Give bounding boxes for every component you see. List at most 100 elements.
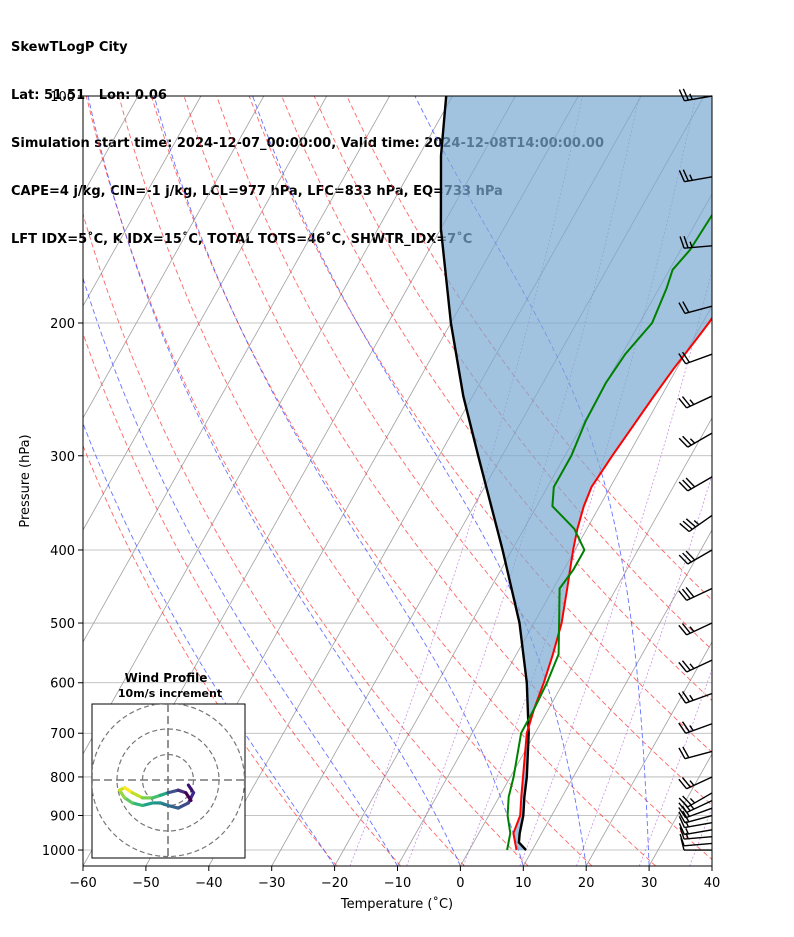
x-tick-label: −40 <box>195 876 222 891</box>
barb-staff <box>686 776 713 790</box>
wind-barb <box>679 833 713 847</box>
barb-full-feather <box>682 795 692 806</box>
barb-half-feather <box>685 827 690 835</box>
barb-staff <box>686 395 713 409</box>
isotherm-line <box>83 96 202 307</box>
isotherm-line <box>0 96 12 866</box>
barb-full-feather <box>678 661 688 673</box>
barb-full-feather <box>682 435 692 446</box>
barb-staff <box>686 622 713 636</box>
wind-barb <box>678 776 713 790</box>
wind-barb <box>678 88 713 102</box>
mixing-ratio-line <box>576 473 712 866</box>
barb-staff <box>687 432 713 448</box>
x-tick-label: 40 <box>704 876 721 891</box>
inset-title: Wind Profile <box>125 671 208 685</box>
wind-barb <box>678 659 713 673</box>
barb-half-feather <box>689 780 695 786</box>
barb-staff <box>684 245 713 249</box>
barb-full-feather <box>681 623 691 634</box>
x-tick-label: −50 <box>132 876 159 891</box>
isotherm-line <box>83 96 390 643</box>
moist-adiabat <box>83 276 398 866</box>
barb-full-feather <box>678 481 689 492</box>
barb-full-feather <box>678 302 686 314</box>
wind-barb <box>678 476 713 492</box>
barb-staff <box>684 842 713 847</box>
dry-adiabat <box>83 332 402 866</box>
wind-barbs <box>678 88 713 851</box>
wind-barb <box>678 622 713 636</box>
barb-full-feather <box>678 437 689 448</box>
dry-adiabat <box>216 96 712 806</box>
barb-staff <box>685 692 713 704</box>
barb-full-feather <box>681 660 691 671</box>
isotherm-line <box>397 305 712 866</box>
wind-barb <box>678 810 713 824</box>
barb-half-feather <box>689 438 696 444</box>
barb-full-feather <box>678 89 686 102</box>
cape-shading <box>440 96 712 850</box>
barb-staff <box>687 549 713 565</box>
barb-half-feather <box>689 241 693 248</box>
barb-full-feather <box>678 692 687 704</box>
wind-barb <box>678 746 713 760</box>
wind-barb <box>678 823 713 836</box>
hodograph-segment <box>166 788 180 795</box>
wind-barb <box>678 815 713 829</box>
isotherm-line <box>585 641 712 866</box>
barb-full-feather <box>678 747 686 760</box>
barb-half-feather <box>689 93 693 100</box>
barb-staff <box>684 95 713 102</box>
barb-staff <box>684 822 713 829</box>
x-tick-label: 10 <box>515 876 532 891</box>
parcel-profile-line <box>439 96 530 851</box>
barb-full-feather <box>681 396 691 407</box>
barb-full-feather <box>682 746 690 758</box>
barb-half-feather <box>689 663 695 670</box>
barb-full-feather <box>682 88 690 101</box>
barb-full-feather <box>685 550 696 561</box>
dewpoint-line <box>506 213 712 851</box>
mixing-ratio-line <box>689 806 712 866</box>
barb-full-feather <box>678 823 686 835</box>
isotherm-line <box>460 417 712 866</box>
dry-adiabat <box>83 212 465 866</box>
wind-barb <box>678 351 713 365</box>
barb-full-feather <box>681 800 691 812</box>
plot-area <box>0 96 712 866</box>
barb-full-feather <box>679 236 685 249</box>
barb-staff <box>684 750 713 760</box>
moist-adiabat <box>153 96 524 866</box>
hodograph-segment <box>176 801 190 810</box>
barb-half-feather <box>689 626 695 632</box>
barb-full-feather <box>678 815 686 828</box>
dry-adiabat <box>248 96 712 753</box>
barb-full-feather <box>679 522 690 533</box>
barb-full-feather <box>678 722 687 734</box>
wind-barb <box>679 827 713 840</box>
barb-half-feather <box>689 725 694 731</box>
wind-barb <box>678 432 713 448</box>
barb-full-feather <box>678 554 689 565</box>
x-tick-label: 0 <box>456 876 464 891</box>
barb-full-feather <box>681 721 691 733</box>
barb-full-feather <box>685 586 695 598</box>
y-tick-label: 300 <box>50 450 75 465</box>
x-axis-label: Temperature (˚C) <box>340 896 453 912</box>
barb-half-feather <box>689 803 695 810</box>
barb-half-feather <box>689 797 696 804</box>
isotherm-line <box>711 865 712 866</box>
hodograph-segment <box>130 801 145 808</box>
barb-staff <box>684 814 713 824</box>
y-tick-label: 100 <box>50 90 75 105</box>
barb-full-feather <box>681 805 691 817</box>
x-tick-label: −10 <box>384 876 411 891</box>
dry-adiabat <box>85 96 529 866</box>
barb-staff <box>685 723 713 734</box>
barb-full-feather <box>682 810 690 823</box>
dry-adiabat <box>118 96 593 866</box>
barb-staff <box>684 835 713 840</box>
barb-full-feather <box>682 479 692 490</box>
wind-profile-inset: Wind Profile 10m/s increment <box>91 671 246 859</box>
